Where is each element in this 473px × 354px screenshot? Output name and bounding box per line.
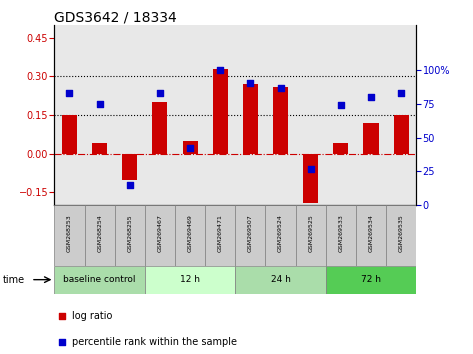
Bar [363, 123, 378, 154]
Text: GSM269471: GSM269471 [218, 214, 223, 252]
Text: log ratio: log ratio [72, 311, 113, 321]
Point [58, 339, 65, 345]
Point [156, 90, 164, 96]
Text: percentile rank within the sample: percentile rank within the sample [72, 337, 237, 347]
Bar [183, 141, 198, 154]
Bar [145, 205, 175, 266]
Text: GSM268253: GSM268253 [67, 214, 72, 252]
Point [337, 102, 345, 108]
Bar [235, 266, 326, 294]
Bar [265, 205, 296, 266]
Point [186, 145, 194, 151]
Text: GSM268254: GSM268254 [97, 214, 102, 252]
Bar [273, 87, 288, 154]
Bar [85, 205, 114, 266]
Bar [175, 25, 205, 205]
Text: 24 h: 24 h [271, 275, 290, 284]
Point [307, 166, 315, 172]
Point [58, 313, 65, 319]
Bar [213, 69, 228, 154]
Bar [326, 25, 356, 205]
Bar [356, 205, 386, 266]
Point [66, 90, 73, 96]
Bar [54, 25, 85, 205]
Bar [114, 25, 145, 205]
Text: GSM269535: GSM269535 [399, 214, 403, 252]
Bar [175, 205, 205, 266]
Text: GSM269469: GSM269469 [188, 214, 193, 252]
Point [367, 94, 375, 100]
Bar [85, 25, 114, 205]
Bar [243, 84, 258, 154]
Text: GSM269533: GSM269533 [338, 214, 343, 252]
Bar [386, 205, 416, 266]
Text: GDS3642 / 18334: GDS3642 / 18334 [54, 11, 177, 25]
Text: time: time [2, 275, 25, 285]
Bar [62, 115, 77, 154]
Bar [145, 266, 235, 294]
Point [246, 81, 254, 86]
Bar [326, 266, 416, 294]
Point [277, 85, 284, 90]
Point [217, 67, 224, 73]
Bar [235, 205, 265, 266]
Text: GSM269525: GSM269525 [308, 214, 313, 252]
Text: GSM268255: GSM268255 [127, 214, 132, 252]
Bar [122, 154, 137, 179]
Bar [296, 25, 326, 205]
Bar [92, 143, 107, 154]
Bar [205, 25, 235, 205]
Text: GSM269507: GSM269507 [248, 214, 253, 252]
Bar [394, 115, 409, 154]
Bar [145, 25, 175, 205]
Text: GSM269467: GSM269467 [158, 214, 162, 252]
Bar [265, 25, 296, 205]
Text: GSM269534: GSM269534 [368, 214, 374, 252]
Point [397, 90, 405, 96]
Text: GSM269524: GSM269524 [278, 214, 283, 252]
Bar [114, 205, 145, 266]
Bar [152, 102, 167, 154]
Text: baseline control: baseline control [63, 275, 136, 284]
Bar [235, 25, 265, 205]
Bar [54, 266, 145, 294]
Bar [54, 205, 85, 266]
Bar [303, 154, 318, 203]
Bar [326, 205, 356, 266]
Bar [296, 205, 326, 266]
Point [96, 101, 104, 107]
Bar [333, 143, 349, 154]
Point [126, 182, 133, 188]
Bar [205, 205, 235, 266]
Bar [386, 25, 416, 205]
Text: 72 h: 72 h [361, 275, 381, 284]
Text: 12 h: 12 h [180, 275, 200, 284]
Bar [356, 25, 386, 205]
